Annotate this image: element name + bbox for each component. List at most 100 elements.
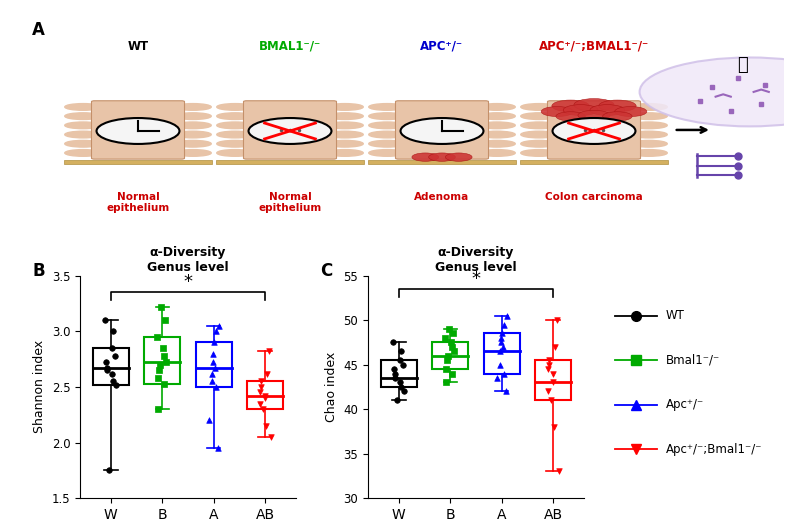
Point: [101, 366, 114, 375]
Point: [152, 374, 165, 382]
Ellipse shape: [65, 113, 102, 119]
Point: [154, 303, 167, 311]
Text: WT: WT: [666, 309, 685, 322]
Point: [213, 321, 226, 330]
FancyBboxPatch shape: [395, 101, 489, 159]
FancyBboxPatch shape: [144, 337, 180, 384]
Ellipse shape: [65, 103, 102, 110]
Point: [389, 369, 402, 378]
FancyBboxPatch shape: [217, 160, 363, 164]
Text: Apc⁺/⁻: Apc⁺/⁻: [666, 398, 704, 411]
Ellipse shape: [174, 140, 211, 147]
Point: [446, 329, 459, 338]
Circle shape: [556, 112, 586, 121]
Ellipse shape: [326, 149, 363, 156]
Point: [445, 369, 458, 378]
Ellipse shape: [369, 113, 406, 119]
Ellipse shape: [478, 103, 515, 110]
Point: [546, 378, 559, 387]
Circle shape: [578, 110, 610, 120]
Circle shape: [640, 57, 800, 126]
Ellipse shape: [369, 149, 406, 156]
Point: [548, 342, 561, 351]
Text: B: B: [33, 262, 45, 280]
Ellipse shape: [630, 140, 667, 147]
Ellipse shape: [326, 113, 363, 119]
Text: Colon carcinoma: Colon carcinoma: [545, 192, 643, 202]
Ellipse shape: [217, 140, 254, 147]
Point: [439, 378, 452, 387]
Text: APC⁺/⁻;BMAL1⁻/⁻: APC⁺/⁻;BMAL1⁻/⁻: [539, 40, 649, 52]
Point: [99, 358, 112, 367]
Point: [254, 377, 267, 386]
Point: [206, 349, 219, 358]
Point: [448, 347, 461, 356]
Point: [262, 347, 275, 356]
Point: [441, 356, 454, 365]
Ellipse shape: [326, 131, 363, 138]
Point: [498, 369, 511, 378]
Ellipse shape: [217, 103, 254, 110]
FancyBboxPatch shape: [243, 101, 337, 159]
Text: WT: WT: [127, 40, 149, 52]
FancyBboxPatch shape: [535, 360, 571, 400]
Ellipse shape: [217, 149, 254, 156]
Point: [107, 327, 120, 335]
Point: [544, 396, 557, 404]
Ellipse shape: [369, 140, 406, 147]
FancyBboxPatch shape: [547, 101, 641, 159]
Text: Adenoma: Adenoma: [414, 192, 470, 202]
Circle shape: [552, 100, 590, 112]
Point: [395, 347, 408, 356]
Title: α-Diversity
Genus level: α-Diversity Genus level: [147, 246, 229, 275]
Point: [398, 387, 410, 395]
Ellipse shape: [326, 103, 363, 110]
Point: [499, 387, 512, 395]
Point: [542, 387, 554, 395]
Point: [491, 374, 504, 382]
Circle shape: [590, 104, 625, 116]
Ellipse shape: [521, 122, 558, 129]
Ellipse shape: [174, 113, 211, 119]
Ellipse shape: [630, 113, 667, 119]
Point: [206, 377, 218, 386]
Circle shape: [249, 118, 331, 144]
Point: [153, 366, 166, 375]
Ellipse shape: [174, 103, 211, 110]
Circle shape: [412, 153, 438, 161]
Point: [110, 381, 122, 389]
Ellipse shape: [326, 140, 363, 147]
Point: [158, 316, 171, 324]
Ellipse shape: [217, 122, 254, 129]
Ellipse shape: [65, 149, 102, 156]
Point: [99, 316, 112, 324]
Circle shape: [574, 99, 614, 111]
Point: [101, 364, 114, 372]
Circle shape: [614, 107, 647, 117]
FancyBboxPatch shape: [381, 360, 417, 387]
Point: [394, 356, 406, 365]
Ellipse shape: [630, 103, 667, 110]
Point: [543, 360, 556, 369]
Ellipse shape: [369, 122, 406, 129]
Point: [254, 388, 266, 396]
Point: [442, 351, 454, 360]
Ellipse shape: [174, 131, 211, 138]
Ellipse shape: [478, 140, 515, 147]
Circle shape: [598, 100, 636, 112]
Point: [106, 369, 118, 378]
Ellipse shape: [369, 103, 406, 110]
FancyBboxPatch shape: [93, 348, 129, 385]
Point: [494, 347, 506, 356]
Point: [442, 325, 455, 333]
Ellipse shape: [174, 149, 211, 156]
Ellipse shape: [521, 149, 558, 156]
Circle shape: [429, 153, 455, 161]
FancyBboxPatch shape: [91, 101, 185, 159]
Y-axis label: Shannon index: Shannon index: [33, 340, 46, 434]
Point: [387, 365, 400, 373]
Point: [547, 423, 560, 431]
Point: [259, 422, 272, 430]
Circle shape: [401, 118, 483, 144]
Point: [209, 364, 222, 372]
